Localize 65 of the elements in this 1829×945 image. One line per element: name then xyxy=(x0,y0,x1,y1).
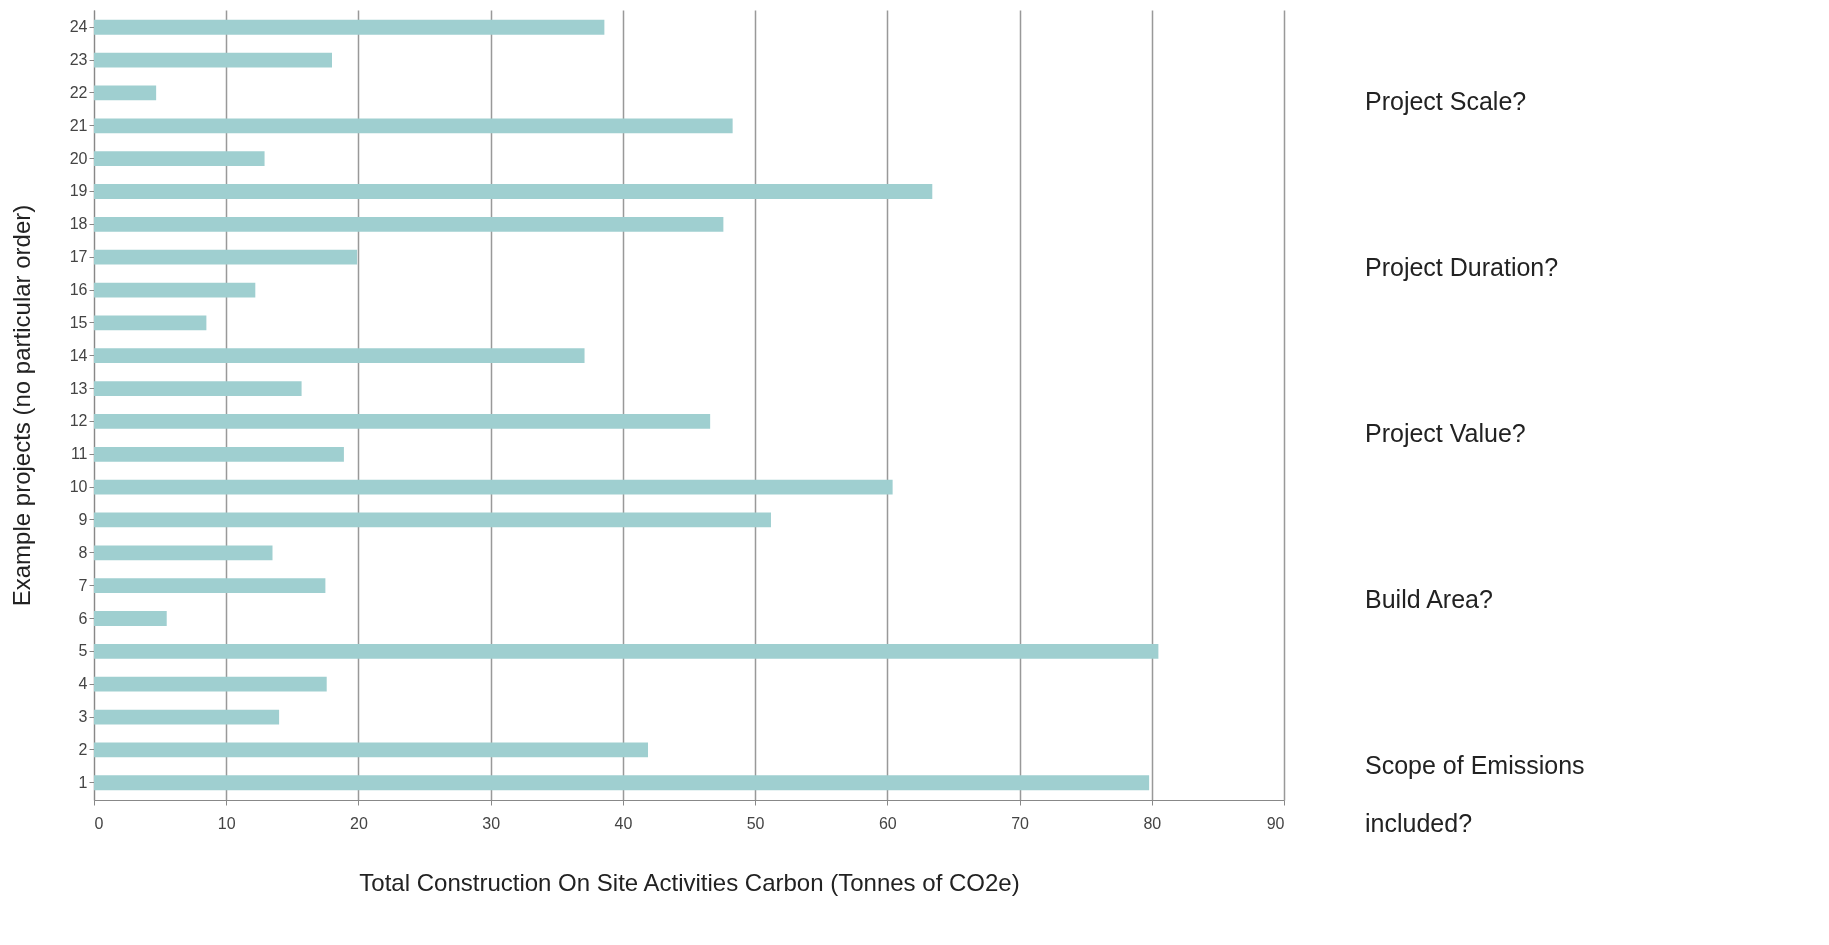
y-tick-label: 7 xyxy=(78,576,88,594)
bar xyxy=(94,709,280,725)
x-tick-label: 80 xyxy=(1143,814,1162,832)
x-tick-label: 30 xyxy=(482,814,501,832)
bar xyxy=(94,118,733,134)
y-tick-label: 9 xyxy=(78,510,88,528)
x-tick-label: 0 xyxy=(94,814,104,832)
y-tick-label: 13 xyxy=(69,379,88,397)
y-tick-label: 14 xyxy=(69,346,88,364)
bar xyxy=(94,52,332,68)
y-tick-label: 24 xyxy=(69,18,88,36)
bar xyxy=(94,348,585,364)
bar xyxy=(94,611,167,626)
y-tick-label: 23 xyxy=(69,51,88,69)
y-tick-label: 21 xyxy=(69,116,88,134)
y-tick-label: 3 xyxy=(78,708,88,726)
bar xyxy=(94,479,893,495)
text: Project Duration? xyxy=(1365,252,1560,283)
y-tick-label: 5 xyxy=(78,642,88,660)
y-axis-title: Example projects (no particular order) xyxy=(7,204,35,607)
y-tick-label: 6 xyxy=(78,609,88,627)
y-tick-label: 15 xyxy=(69,313,88,331)
bar xyxy=(94,315,207,331)
y-tick-label: 11 xyxy=(70,445,88,463)
bar xyxy=(94,545,273,561)
bar xyxy=(94,676,327,692)
x-tick-label: 90 xyxy=(1266,814,1285,832)
y-tick-label: 16 xyxy=(69,281,88,299)
y-tick-label: 8 xyxy=(78,543,88,561)
y-tick-label: 19 xyxy=(69,182,88,200)
y-tick-label: 2 xyxy=(78,740,88,758)
y-tick-label: 1 xyxy=(78,773,88,791)
x-tick-label: 50 xyxy=(746,814,765,832)
text: Project Value? xyxy=(1365,418,1527,449)
x-tick-label: 60 xyxy=(878,814,897,832)
x-tick-label: 40 xyxy=(614,814,633,832)
text: Scope of Emissions included? xyxy=(1365,751,1585,837)
x-tick-label: 10 xyxy=(217,814,236,832)
y-tick-label: 4 xyxy=(78,675,88,693)
bar xyxy=(94,414,711,429)
bar xyxy=(94,151,265,167)
bar xyxy=(94,381,302,396)
bar xyxy=(94,742,649,758)
y-tick-label: 17 xyxy=(69,248,88,266)
bar xyxy=(94,643,1159,659)
x-tick-label: 20 xyxy=(350,814,368,832)
y-tick-label: 12 xyxy=(69,412,88,430)
bar xyxy=(94,282,256,298)
bar xyxy=(94,184,933,199)
y-tick-label: 22 xyxy=(69,83,88,101)
text: Build Area? xyxy=(1365,584,1494,615)
bar xyxy=(94,578,326,594)
bar xyxy=(94,446,344,462)
text: Project Scale? xyxy=(1365,86,1528,117)
bar xyxy=(94,19,605,35)
y-tick-label: 18 xyxy=(69,215,88,233)
x-axis-title: Total Construction On Site Activities Carbon (Tonnes of CO2e) xyxy=(359,868,1020,896)
bar xyxy=(94,512,771,528)
x-tick-label: 70 xyxy=(1011,814,1030,832)
bar xyxy=(94,249,358,265)
bar xyxy=(94,85,157,101)
y-tick-label: 20 xyxy=(69,149,88,167)
y-tick-label: 10 xyxy=(69,478,88,496)
bar xyxy=(94,216,724,232)
bar xyxy=(94,775,1150,791)
